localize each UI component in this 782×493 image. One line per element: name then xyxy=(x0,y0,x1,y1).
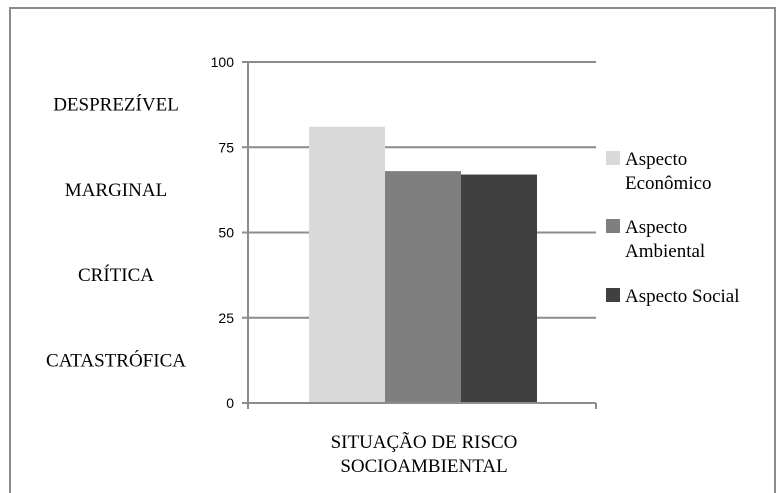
bars xyxy=(309,126,537,403)
band-label-crítica: CRÍTICA xyxy=(78,264,154,286)
risk-band-labels: DESPREZÍVEL MARGINAL CRÍTICA CATASTRÓFICA xyxy=(46,94,186,372)
legend-swatch xyxy=(606,151,620,165)
x-category-labels: SITUAÇÃO DE RISCO SOCIOAMBIENTAL xyxy=(331,431,518,477)
legend-label: Aspecto xyxy=(625,149,687,170)
legend: AspectoEconômicoAspectoAmbientalAspecto … xyxy=(606,149,740,307)
legend-label: Econômico xyxy=(625,173,712,194)
legend-label: Aspecto Social xyxy=(625,286,740,307)
legend-swatch xyxy=(606,219,620,233)
y-tick-label: 50 xyxy=(218,225,234,241)
legend-item-aspecto-econômico: Aspecto Econômico xyxy=(606,149,712,194)
y-tick-label: 100 xyxy=(211,54,235,70)
y-tick-label: 0 xyxy=(226,395,234,411)
x-category-label-line: SITUAÇÃO DE RISCO xyxy=(331,431,518,453)
x-category-label-line: SOCIOAMBIENTAL xyxy=(340,456,507,477)
band-label-catastrófica: CATASTRÓFICA xyxy=(46,349,186,371)
legend-label: Ambiental xyxy=(625,241,705,262)
y-tick-labels: 0 25 50 75 100 xyxy=(211,54,235,411)
bar-aspecto-social xyxy=(461,174,537,403)
legend-swatch xyxy=(606,288,620,302)
bar-aspecto-ambiental xyxy=(385,171,461,403)
legend-label: Aspecto xyxy=(625,217,687,238)
legend-item-aspecto-ambiental: Aspecto Ambiental xyxy=(606,217,705,262)
band-label-marginal: MARGINAL xyxy=(65,180,167,201)
legend-item-aspecto-social: Aspecto Social xyxy=(606,286,740,307)
bar-aspecto-econômico xyxy=(309,126,385,403)
band-label-desprezível: DESPREZÍVEL xyxy=(53,94,179,116)
y-tick-label: 25 xyxy=(218,310,234,326)
y-tick-label: 75 xyxy=(218,139,234,155)
axes xyxy=(242,61,597,409)
